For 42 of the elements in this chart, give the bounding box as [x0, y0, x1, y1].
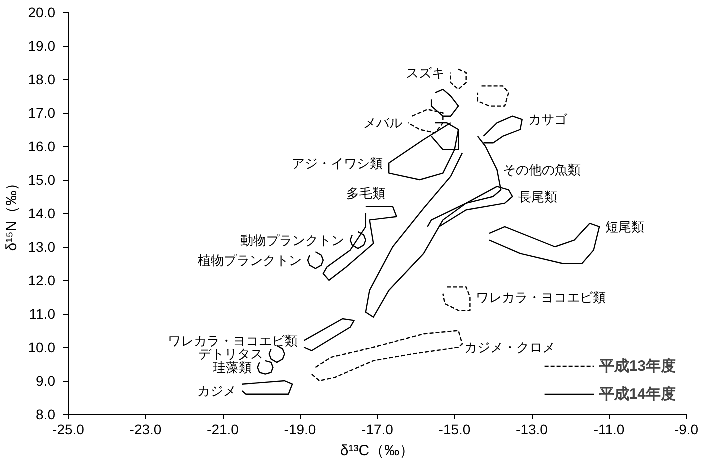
annotation: 短尾類 — [606, 219, 645, 234]
annotation: カジメ・クロメ — [464, 340, 556, 355]
annotation: アジ・イワシ類 — [292, 156, 384, 171]
y-tick-label: 16.0 — [28, 138, 56, 154]
y-tick-label: 18.0 — [28, 72, 56, 88]
x-tick-label: -9.0 — [674, 422, 699, 438]
annotation: ワレカラ・ヨコエビ類 — [168, 333, 298, 348]
annotation: その他の魚類 — [503, 162, 582, 178]
x-tick-label: -25.0 — [52, 422, 85, 438]
y-tick-label: 19.0 — [28, 38, 56, 54]
annotation: 動物プランクトン — [240, 232, 344, 248]
x-tick-label: -15.0 — [438, 422, 471, 438]
y-tick-label: 11.0 — [29, 306, 56, 322]
x-tick-label: -23.0 — [130, 422, 162, 438]
y-tick-label: 15.0 — [28, 172, 56, 188]
annotation: 植物プランクトン — [198, 252, 302, 268]
y-tick-label: 8.0 — [36, 406, 56, 422]
x-tick-label: -13.0 — [516, 422, 548, 438]
legend-label: 平成14年度 — [599, 384, 676, 404]
annotation: 長尾類 — [518, 189, 558, 204]
annotation: スズキ — [406, 65, 445, 80]
annotation: 多毛類 — [346, 186, 386, 201]
y-tick-label: 9.0 — [36, 373, 56, 389]
y-tick-label: 13.0 — [28, 239, 56, 255]
annotation: デトリタス — [198, 346, 264, 362]
y-tick-label: 10.0 — [28, 340, 56, 356]
y-axis-title: δ¹⁵N（‰） — [3, 176, 20, 252]
y-tick-label: 17.0 — [28, 105, 56, 121]
y-tick-label: 14.0 — [28, 206, 56, 222]
y-tick-label: 20.0 — [28, 4, 56, 20]
x-tick-label: -11.0 — [594, 422, 625, 438]
x-tick-label: -21.0 — [207, 422, 240, 438]
annotation: カサゴ — [528, 112, 568, 128]
x-tick-label: -17.0 — [362, 422, 394, 438]
legend-label: 平成13年度 — [599, 356, 676, 376]
annotation: カジメ — [197, 384, 236, 399]
annotation: 珪藻類 — [212, 360, 252, 376]
annotation: ワレカラ・ヨコエビ類 — [476, 290, 606, 305]
x-axis-title: δ¹³C（‰） — [340, 442, 415, 460]
y-tick-label: 12.0 — [28, 272, 56, 288]
x-tick-label: -19.0 — [284, 422, 316, 438]
annotation: メバル — [363, 116, 402, 131]
